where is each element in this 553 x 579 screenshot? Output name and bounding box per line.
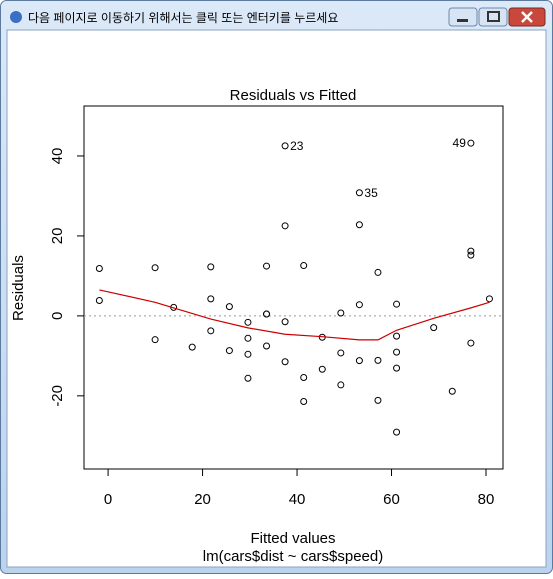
point <box>485 295 493 303</box>
client-area <box>6 29 547 568</box>
point <box>355 301 363 309</box>
x-tick-label: 20 <box>194 491 211 508</box>
point <box>374 396 382 404</box>
x-tick-label: 60 <box>383 491 400 508</box>
point <box>207 327 215 335</box>
minimize-button[interactable] <box>448 7 478 27</box>
point <box>374 268 382 276</box>
point <box>281 142 289 150</box>
x-tick-label: 80 <box>478 491 495 508</box>
point <box>225 347 233 355</box>
point <box>207 263 215 271</box>
point <box>263 342 271 350</box>
point <box>281 358 289 366</box>
x-tick-label: 40 <box>289 491 306 508</box>
y-tick-label: -20 <box>49 385 66 407</box>
point <box>281 318 289 326</box>
point <box>337 349 345 357</box>
point <box>244 334 252 342</box>
point <box>467 339 475 347</box>
point <box>430 324 438 332</box>
point <box>151 264 159 272</box>
point <box>448 387 456 395</box>
point <box>188 343 196 351</box>
point <box>95 296 103 304</box>
point <box>281 222 289 230</box>
window-title: 다음 페이지로 이동하기 위해서는 클릭 또는 엔터키를 누르세요 <box>28 11 338 25</box>
point <box>355 357 363 365</box>
point-label: 23 <box>290 139 304 153</box>
point <box>244 374 252 382</box>
point <box>393 364 401 372</box>
point <box>244 318 252 326</box>
point <box>393 348 401 356</box>
point <box>467 139 475 147</box>
point <box>355 189 363 197</box>
point <box>337 309 345 317</box>
point <box>244 350 252 358</box>
x-axis-label: Fitted values <box>250 530 335 547</box>
y-tick-label: 40 <box>49 148 66 165</box>
maximize-button[interactable] <box>478 7 508 27</box>
maximize-icon <box>487 11 500 22</box>
smooth-line <box>99 289 490 341</box>
point <box>467 247 475 255</box>
point <box>467 251 475 259</box>
point <box>393 300 401 308</box>
point <box>337 381 345 389</box>
minimize-icon <box>457 19 468 22</box>
point <box>95 265 103 273</box>
close-icon <box>521 11 533 23</box>
y-tick-label: 0 <box>49 312 66 320</box>
plot: Residuals vs Fitted Fitted values lm(car… <box>10 87 504 565</box>
point <box>263 262 271 270</box>
point <box>393 428 401 436</box>
point <box>207 295 215 303</box>
point-label: 49 <box>453 136 467 150</box>
point <box>374 356 382 364</box>
subtitle: lm(cars$dist ~ cars$speed) <box>203 548 383 565</box>
point <box>393 332 401 340</box>
x-tick-label: 0 <box>104 491 112 508</box>
point-label: 35 <box>364 186 378 200</box>
chart-title: Residuals vs Fitted <box>230 87 357 104</box>
point <box>300 262 308 270</box>
point <box>355 221 363 229</box>
point <box>151 336 159 344</box>
point <box>300 373 308 381</box>
point <box>225 303 233 311</box>
y-tick-label: 20 <box>49 228 66 245</box>
point <box>318 365 326 373</box>
point <box>300 397 308 405</box>
app-icon <box>10 11 22 23</box>
y-axis-label: Residuals <box>10 255 27 321</box>
point <box>263 310 271 318</box>
